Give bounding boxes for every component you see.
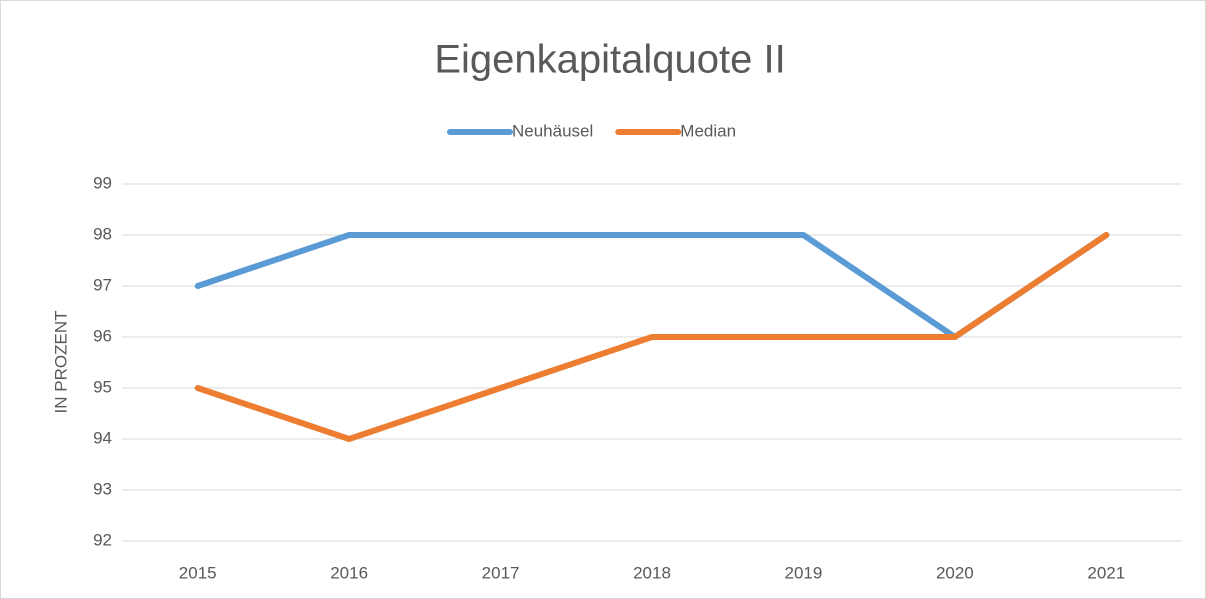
y-tick-label: 93 (93, 479, 112, 498)
y-tick-label: 94 (93, 428, 112, 447)
x-tick-label: 2019 (785, 563, 823, 582)
y-axis-label: IN PROZENT (51, 311, 70, 414)
y-tick-label: 96 (93, 326, 112, 345)
y-tick-label: 92 (93, 530, 112, 549)
x-tick-label: 2020 (936, 563, 974, 582)
x-tick-label: 2016 (330, 563, 368, 582)
x-tick-label: 2018 (633, 563, 671, 582)
line-series (194, 232, 1110, 442)
legend-label: Neuhäusel (512, 121, 593, 140)
x-tick-label: 2021 (1087, 563, 1125, 582)
chart-title: Eigenkapitalquote II (434, 38, 785, 82)
y-tick-label: 97 (93, 275, 112, 294)
x-tick-label: 2015 (179, 563, 217, 582)
y-tick-label: 95 (93, 377, 112, 396)
y-tick-label: 99 (93, 173, 112, 192)
y-tick-label: 98 (93, 224, 112, 243)
legend-label: Median (680, 121, 736, 140)
x-tick-label: 2017 (482, 563, 520, 582)
